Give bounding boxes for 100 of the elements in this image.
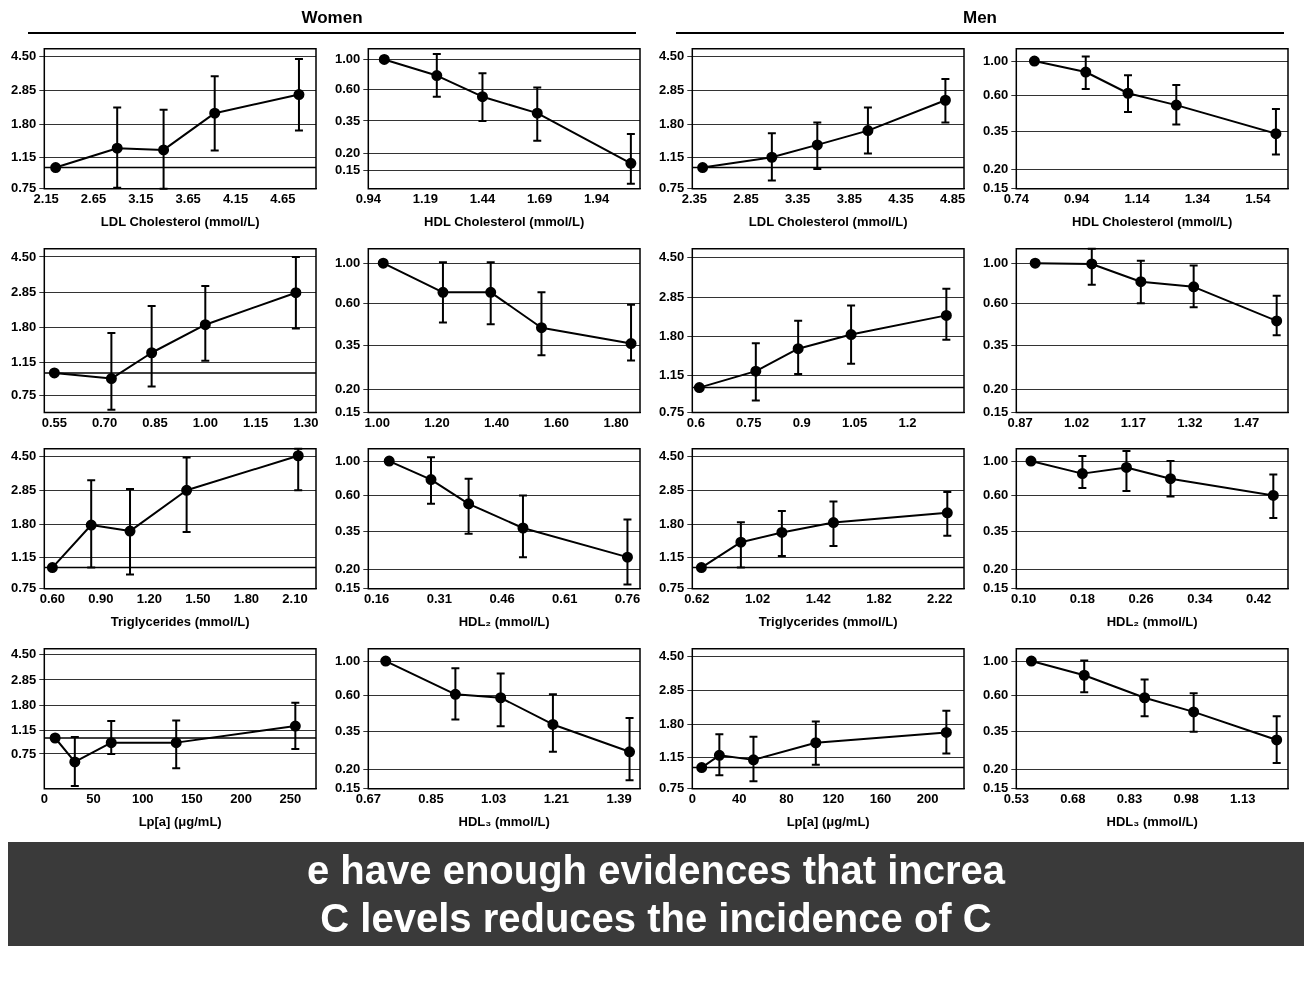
y-tick-label: 0.15: [334, 580, 361, 596]
point: [46, 562, 58, 574]
y-tick-label: 1.00: [334, 652, 361, 668]
text: C levels reduces the incidence of C: [319, 895, 993, 942]
y-tick-label: 1.80: [10, 697, 37, 713]
y-tick-label: 2.85: [10, 283, 37, 299]
y-tick-label: 0.60: [334, 487, 361, 503]
y-tick-label: 4.50: [10, 448, 37, 464]
y-tick-label: 0.75: [658, 403, 685, 419]
point: [1025, 655, 1037, 667]
x-axis-title: HDL Cholesterol (mmol/L): [424, 213, 585, 229]
x-tick-label: 0.60: [39, 591, 66, 607]
y-tick-label: 4.50: [10, 646, 37, 662]
y-tick-label: 2.85: [10, 81, 37, 97]
x-axis-title: HDL₂ (mmol/L): [1106, 613, 1198, 629]
x-tick-label: 1.13: [1230, 791, 1256, 807]
x-axis-title: LDL Cholesterol (mmol/L): [100, 213, 260, 229]
y-tick-label: 2.85: [658, 481, 685, 497]
y-tick-label: 4.50: [658, 48, 685, 64]
y-tick-label: 0.20: [334, 761, 361, 777]
y-tick-label: 2.85: [10, 671, 37, 687]
x-tick-label: 4.85: [939, 191, 966, 207]
x-tick-label: 1.15: [242, 414, 269, 430]
x-tick-label: 1.02: [744, 591, 771, 607]
y-tick-label: 2.85: [10, 481, 37, 497]
x-tick-label: 1.00: [364, 414, 390, 430]
x-tick-label: 100: [131, 791, 154, 807]
y-tick-label: 0.75: [10, 386, 37, 402]
x-axis-title: HDL₃ (mmol/L): [1106, 813, 1198, 829]
x-tick-label: 1.54: [1245, 191, 1272, 207]
y-tick-label: 2.85: [658, 288, 685, 304]
point: [383, 455, 395, 467]
y-tick-label: 0.35: [334, 523, 361, 539]
x-tick-label: 1.80: [233, 591, 260, 607]
x-tick-label: 3.65: [175, 191, 201, 207]
x-tick-label: 1.17: [1120, 414, 1146, 430]
point: [1025, 455, 1037, 467]
x-tick-label: 1.32: [1177, 414, 1203, 430]
y-tick-label: 1.15: [10, 148, 37, 164]
x-tick-label: 1.03: [481, 791, 507, 807]
y-tick-label: 1.80: [658, 515, 685, 531]
x-tick-label: 150: [181, 791, 203, 807]
x-tick-label: 0.6: [686, 414, 705, 430]
x-tick-label: 0.16: [364, 591, 390, 607]
y-tick-label: 0.60: [334, 687, 361, 703]
x-tick-label: 1.02: [1064, 414, 1090, 430]
y-tick-label: 0.20: [334, 145, 361, 161]
x-tick-label: 0.62: [684, 591, 710, 607]
x-tick-label: 1.44: [469, 191, 496, 207]
y-tick-label: 0.35: [334, 337, 361, 353]
x-tick-label: 1.00: [192, 414, 218, 430]
x-tick-label: 2.35: [681, 191, 708, 207]
y-tick-label: 1.15: [658, 367, 685, 383]
y-tick-label: 1.00: [334, 254, 361, 270]
y-tick-label: 1.00: [334, 452, 361, 468]
x-tick-label: 1.39: [606, 791, 632, 807]
y-tick-label: 0.60: [334, 80, 361, 96]
x-tick-label: 4.15: [222, 191, 249, 207]
y-tick-label: 0.15: [982, 403, 1009, 419]
y-tick-label: 0.15: [334, 403, 361, 419]
x-tick-label: 4.35: [888, 191, 914, 207]
y-tick-label: 4.50: [658, 249, 685, 265]
x-tick-label: 0.83: [1116, 791, 1143, 807]
y-tick-label: 4.50: [658, 648, 685, 664]
x-tick-label: 0.75: [736, 414, 762, 430]
point: [693, 382, 705, 394]
y-tick-label: 1.80: [10, 115, 37, 131]
x-tick-label: 200: [230, 791, 253, 807]
x-tick-label: 0.61: [552, 591, 578, 607]
x-tick-label: 2.85: [733, 191, 759, 207]
x-tick-label: 0.74: [1003, 191, 1030, 207]
y-tick-label: 2.85: [658, 81, 685, 97]
x-axis-title: HDL Cholesterol (mmol/L): [1072, 213, 1233, 229]
y-tick-label: 1.80: [10, 319, 37, 335]
x-tick-label: 40: [732, 791, 747, 807]
y-tick-label: 4.50: [658, 448, 685, 464]
y-tick-label: 0.75: [10, 745, 37, 761]
point: [697, 162, 709, 174]
x-tick-label: 0.85: [418, 791, 444, 807]
point: [377, 257, 389, 269]
y-tick-label: 0.75: [10, 580, 37, 596]
y-tick-label: 1.15: [658, 148, 685, 164]
y-tick-label: 0.20: [982, 561, 1009, 577]
y-tick-label: 1.00: [982, 254, 1009, 270]
x-axis-title: Lp[a] (μg/mL): [138, 813, 222, 829]
x-tick-label: 0: [40, 791, 48, 807]
y-tick-label: 0.20: [982, 761, 1009, 777]
y-tick-label: 1.00: [982, 652, 1009, 668]
x-tick-label: 0.46: [489, 591, 515, 607]
x-tick-label: 1.30: [293, 414, 319, 430]
y-tick-label: 1.15: [10, 548, 37, 564]
x-tick-label: 2.15: [33, 191, 59, 207]
x-tick-label: 0.18: [1069, 591, 1096, 607]
y-tick-label: 0.35: [982, 337, 1009, 353]
y-tick-label: 1.15: [10, 353, 37, 369]
x-tick-label: 3.15: [128, 191, 154, 207]
y-tick-label: 0.20: [334, 561, 361, 577]
point: [696, 762, 708, 774]
y-tick-label: 0.75: [658, 580, 685, 596]
y-tick-label: 1.80: [658, 715, 685, 731]
